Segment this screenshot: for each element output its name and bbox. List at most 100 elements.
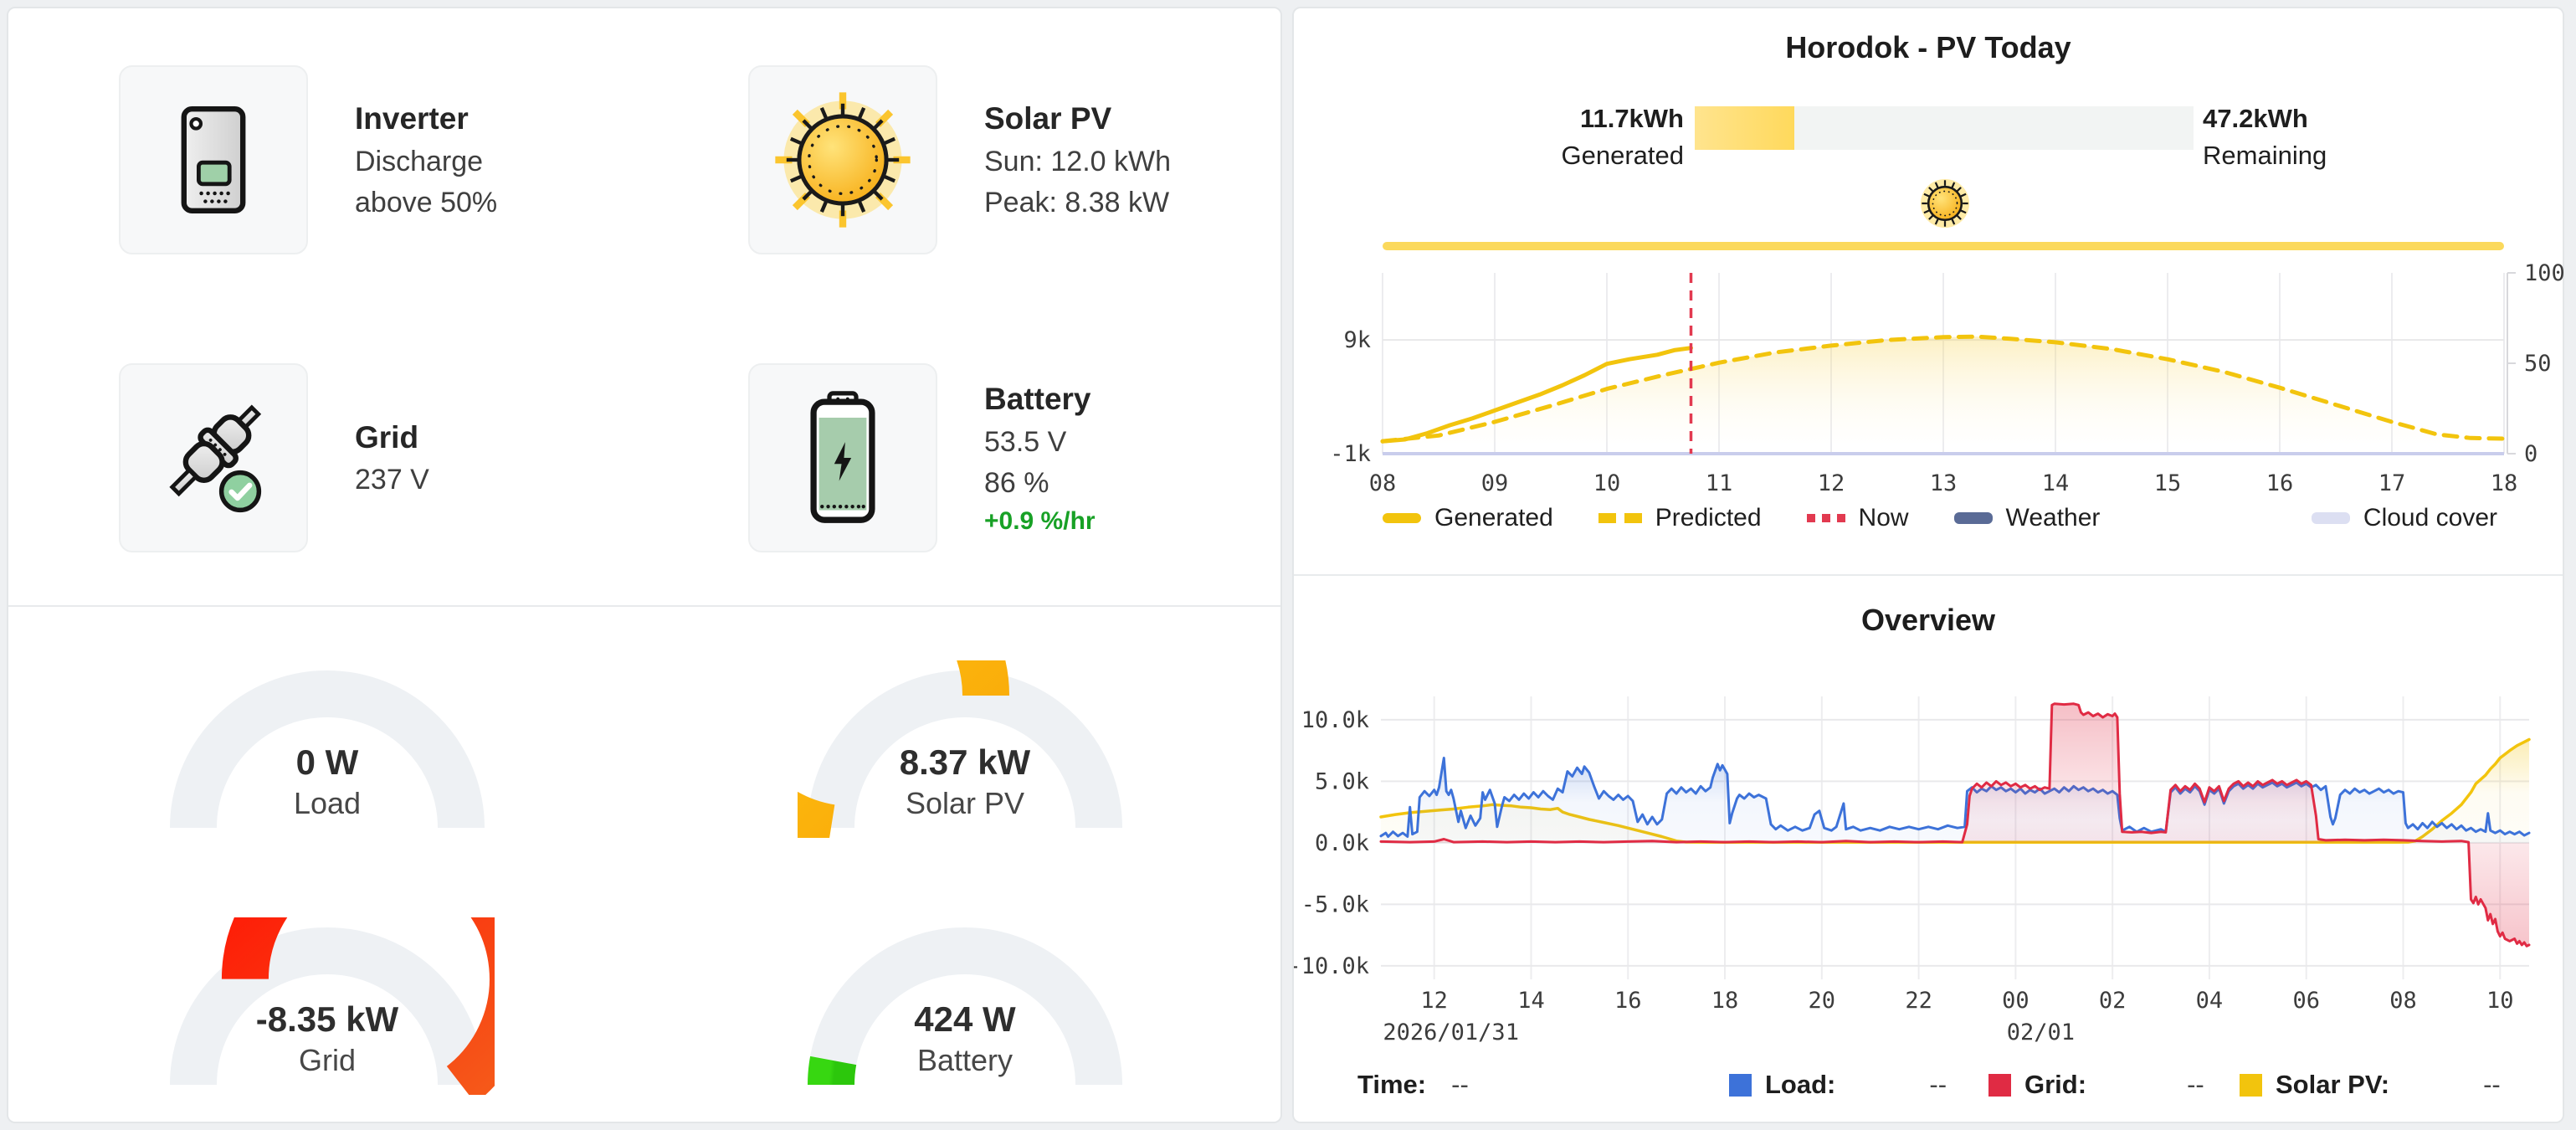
- load-gauge: 0 W Load: [8, 660, 646, 917]
- grid-swatch: [1988, 1073, 2011, 1097]
- svg-text:-10.0k: -10.0k: [1294, 953, 1369, 979]
- svg-text:5.0k: 5.0k: [1315, 768, 1369, 794]
- time-label: Time:: [1357, 1070, 1427, 1099]
- svg-text:10: 10: [1593, 470, 1621, 496]
- solar-swatch: [2240, 1073, 2262, 1097]
- svg-text:04: 04: [2196, 988, 2224, 1014]
- load-readout: Load: --: [1729, 1070, 1947, 1100]
- battery-voltage: 53.5 V: [984, 425, 1067, 458]
- pv-today-title: Horodok - PV Today: [1785, 30, 2071, 64]
- remaining-readout: 47.2kWh Remaining: [2203, 100, 2554, 174]
- battery-soc: 86 %: [984, 466, 1049, 499]
- grid-readout-label: Grid:: [2024, 1070, 2087, 1099]
- generated-legend-label: Generated: [1434, 504, 1553, 532]
- generated-value: 11.7kWh: [1579, 104, 1684, 133]
- svg-text:12: 12: [1818, 470, 1845, 496]
- grid-readout-value: --: [2187, 1070, 2204, 1099]
- pv-chart-legend: Generated Predicted Now Weather Cloud co…: [1383, 504, 2521, 532]
- predicted-legend-label: Predicted: [1655, 504, 1762, 532]
- svg-text:50: 50: [2524, 351, 2552, 377]
- load-readout-label: Load:: [1765, 1070, 1836, 1099]
- svg-text:2026/01/31: 2026/01/31: [1383, 1020, 1519, 1045]
- svg-text:10: 10: [2486, 988, 2514, 1014]
- weather-swatch: [1953, 512, 1993, 524]
- svg-text:13: 13: [1930, 470, 1958, 496]
- inverter-card: Inverter Discharge above 50%: [119, 65, 606, 254]
- pv-today-chart[interactable]: 08 09 10 11 12 13 14 15 16 17 18 9k -1k 100 50 0: [1294, 259, 2564, 536]
- load-readout-value: --: [1929, 1070, 1947, 1099]
- daylight-track-bar: [1383, 242, 2504, 250]
- battery-icon: [748, 363, 937, 552]
- grid-gauge: -8.35 kW Grid: [8, 917, 646, 1125]
- svg-text:17: 17: [2378, 470, 2406, 496]
- remaining-value: 47.2kWh: [2203, 104, 2308, 133]
- svg-text:22: 22: [1905, 988, 1932, 1014]
- solar-readout: Solar PV: --: [2240, 1070, 2501, 1100]
- solar-readout-label: Solar PV:: [2276, 1070, 2390, 1099]
- remaining-label: Remaining: [2203, 141, 2327, 170]
- svg-text:-1k: -1k: [1330, 441, 1371, 467]
- grid-readout: Grid: --: [1988, 1070, 2204, 1100]
- right-panel-divider: [1294, 574, 2563, 576]
- svg-text:18: 18: [2491, 470, 2518, 496]
- plug-icon: [119, 363, 308, 552]
- svg-text:08: 08: [1369, 470, 1397, 496]
- inverter-icon: [119, 65, 308, 254]
- svg-text:00: 00: [2002, 988, 2029, 1014]
- solar-gauge: 8.37 kW Solar PV: [646, 660, 1280, 917]
- weather-legend-label: Weather: [2005, 504, 2101, 532]
- battery-charge-rate: +0.9 %/hr: [984, 507, 1096, 536]
- svg-text:02: 02: [2099, 988, 2127, 1014]
- overview-title: Overview: [1860, 603, 1996, 637]
- time-value: --: [1451, 1070, 1469, 1099]
- legend-cloud-cover[interactable]: Cloud cover: [2311, 504, 2497, 532]
- legend-now[interactable]: Now: [1806, 504, 1909, 532]
- svg-text:18: 18: [1711, 988, 1739, 1014]
- inverter-title: Inverter: [355, 100, 469, 136]
- inverter-status-line2: above 50%: [355, 186, 498, 218]
- sun-position-icon: [1917, 176, 1973, 231]
- svg-text:11: 11: [1706, 470, 1733, 496]
- legend-weather[interactable]: Weather: [1953, 504, 2101, 532]
- solar-title: Solar PV: [984, 100, 1112, 136]
- svg-text:20: 20: [1809, 988, 1836, 1014]
- inverter-status-line1: Discharge: [355, 145, 484, 177]
- generated-readout: 11.7kWh Generated: [1294, 100, 1685, 174]
- svg-text:14: 14: [1517, 988, 1545, 1014]
- solar-peak-line: Peak: 8.38 kW: [984, 186, 1170, 218]
- time-readout: Time: --: [1357, 1070, 1469, 1100]
- svg-text:14: 14: [2042, 470, 2070, 496]
- solar-card: Solar PV Sun: 12.0 kWh Peak: 8.38 kW: [748, 65, 1235, 254]
- overview-readout-bar: Time: -- Load: -- Grid: -- Solar PV: --: [1294, 1070, 2563, 1112]
- status-panel: Inverter Discharge above 50%: [7, 7, 1282, 1123]
- svg-text:16: 16: [1614, 988, 1642, 1014]
- load-swatch: [1729, 1073, 1752, 1097]
- overview-chart[interactable]: 12 14 16 18 20 22 00 02 04 06 08 10 2026/01/31 02/01 1…: [1294, 678, 2564, 1055]
- grid-title: Grid: [355, 419, 419, 455]
- legend-predicted[interactable]: Predicted: [1598, 504, 1762, 532]
- svg-text:02/01: 02/01: [2007, 1020, 2075, 1045]
- legend-generated[interactable]: Generated: [1383, 504, 1553, 532]
- svg-text:9k: 9k: [1343, 327, 1371, 353]
- battery-gauge: 424 W Battery: [646, 917, 1280, 1125]
- solar-sun-line: Sun: 12.0 kWh: [984, 145, 1172, 177]
- cloud-cover-legend-label: Cloud cover: [2363, 504, 2497, 532]
- predicted-swatch: [1598, 513, 1642, 523]
- svg-text:15: 15: [2154, 470, 2182, 496]
- pv-progress-fill: [1695, 106, 1794, 150]
- status-cards: Inverter Discharge above 50%: [8, 8, 1280, 607]
- svg-text:0.0k: 0.0k: [1315, 830, 1369, 856]
- svg-text:08: 08: [2389, 988, 2417, 1014]
- generated-label: Generated: [1561, 141, 1685, 170]
- battery-card: Battery 53.5 V 86 % +0.9 %/hr: [748, 363, 1235, 552]
- generated-swatch: [1383, 513, 1421, 523]
- sun-icon: [748, 65, 937, 254]
- svg-text:0: 0: [2524, 441, 2538, 467]
- battery-title: Battery: [984, 381, 1091, 416]
- grid-voltage: 237 V: [355, 464, 429, 496]
- pv-progress-bar: [1695, 106, 2194, 150]
- svg-text:10.0k: 10.0k: [1301, 707, 1369, 733]
- left-panel-divider: [8, 605, 1280, 607]
- svg-text:06: 06: [2292, 988, 2320, 1014]
- svg-text:09: 09: [1481, 470, 1509, 496]
